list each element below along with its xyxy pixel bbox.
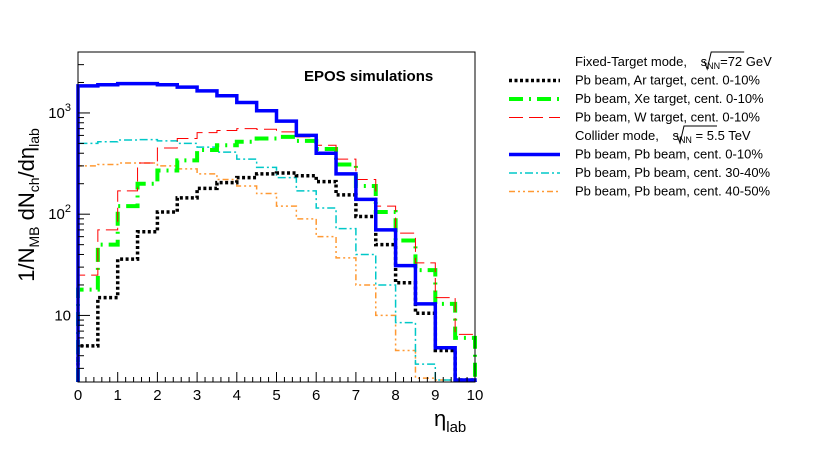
legend-label: Pb beam, Xe target, cent. 0-10% [575, 91, 764, 106]
x-tick-label: 6 [312, 387, 320, 404]
x-tick-label: 5 [272, 387, 280, 404]
x-tick-label: 3 [193, 387, 201, 404]
x-tick-label: 4 [233, 387, 241, 404]
x-tick-label: 0 [74, 387, 82, 404]
series-layer [76, 81, 477, 382]
y-axis-title: 1/NMB dNch/dηlab [14, 128, 42, 282]
chart-title: EPOS simulations [304, 68, 433, 85]
series-3-line [77, 128, 476, 382]
series-4-line [76, 81, 477, 382]
x-tick-label: 7 [352, 387, 360, 404]
legend-label: Pb beam, Pb beam, cent. 0-10% [575, 147, 763, 162]
series-2-line [76, 134, 477, 382]
legend-header: Collider mode, sNN = 5.5 TeV [575, 128, 751, 145]
legend-label: Pb beam, W target, cent. 0-10% [575, 110, 760, 125]
x-tick-label: 8 [391, 387, 399, 404]
x-tick-label: 9 [431, 387, 439, 404]
legend-label: Pb beam, Pb beam, cent. 30-40% [575, 165, 771, 180]
sqrt-symbol [676, 125, 717, 145]
x-tick-label: 10 [467, 387, 484, 404]
legend-header: Fixed-Target mode, sNN=72 GeV [575, 54, 772, 71]
svg-text:ηlab: ηlab [434, 406, 466, 436]
legend-label: Pb beam, Ar target, cent. 0-10% [575, 73, 760, 88]
y-tick-label: 10 [54, 307, 71, 324]
sqrt-symbol [703, 51, 745, 71]
series-5-line [77, 138, 476, 382]
svg-text:1/NMB dNch/dηlab: 1/NMB dNch/dηlab [14, 128, 42, 282]
legend: Fixed-Target mode, sNN=72 GeV Pb beam, Ar… [509, 51, 772, 199]
x-axis-title: ηlab [434, 406, 466, 436]
x-tick-label: 2 [153, 387, 161, 404]
legend-label: Pb beam, Pb beam, cent. 40-50% [575, 184, 771, 199]
y-tick-label: 103 [48, 102, 71, 122]
y-tick-label: 102 [48, 203, 71, 223]
ticks-layer: 0 1 2 3 4 5 6 7 8 9 10 10 102 103 [48, 51, 484, 404]
x-tick-label: 1 [114, 387, 122, 404]
